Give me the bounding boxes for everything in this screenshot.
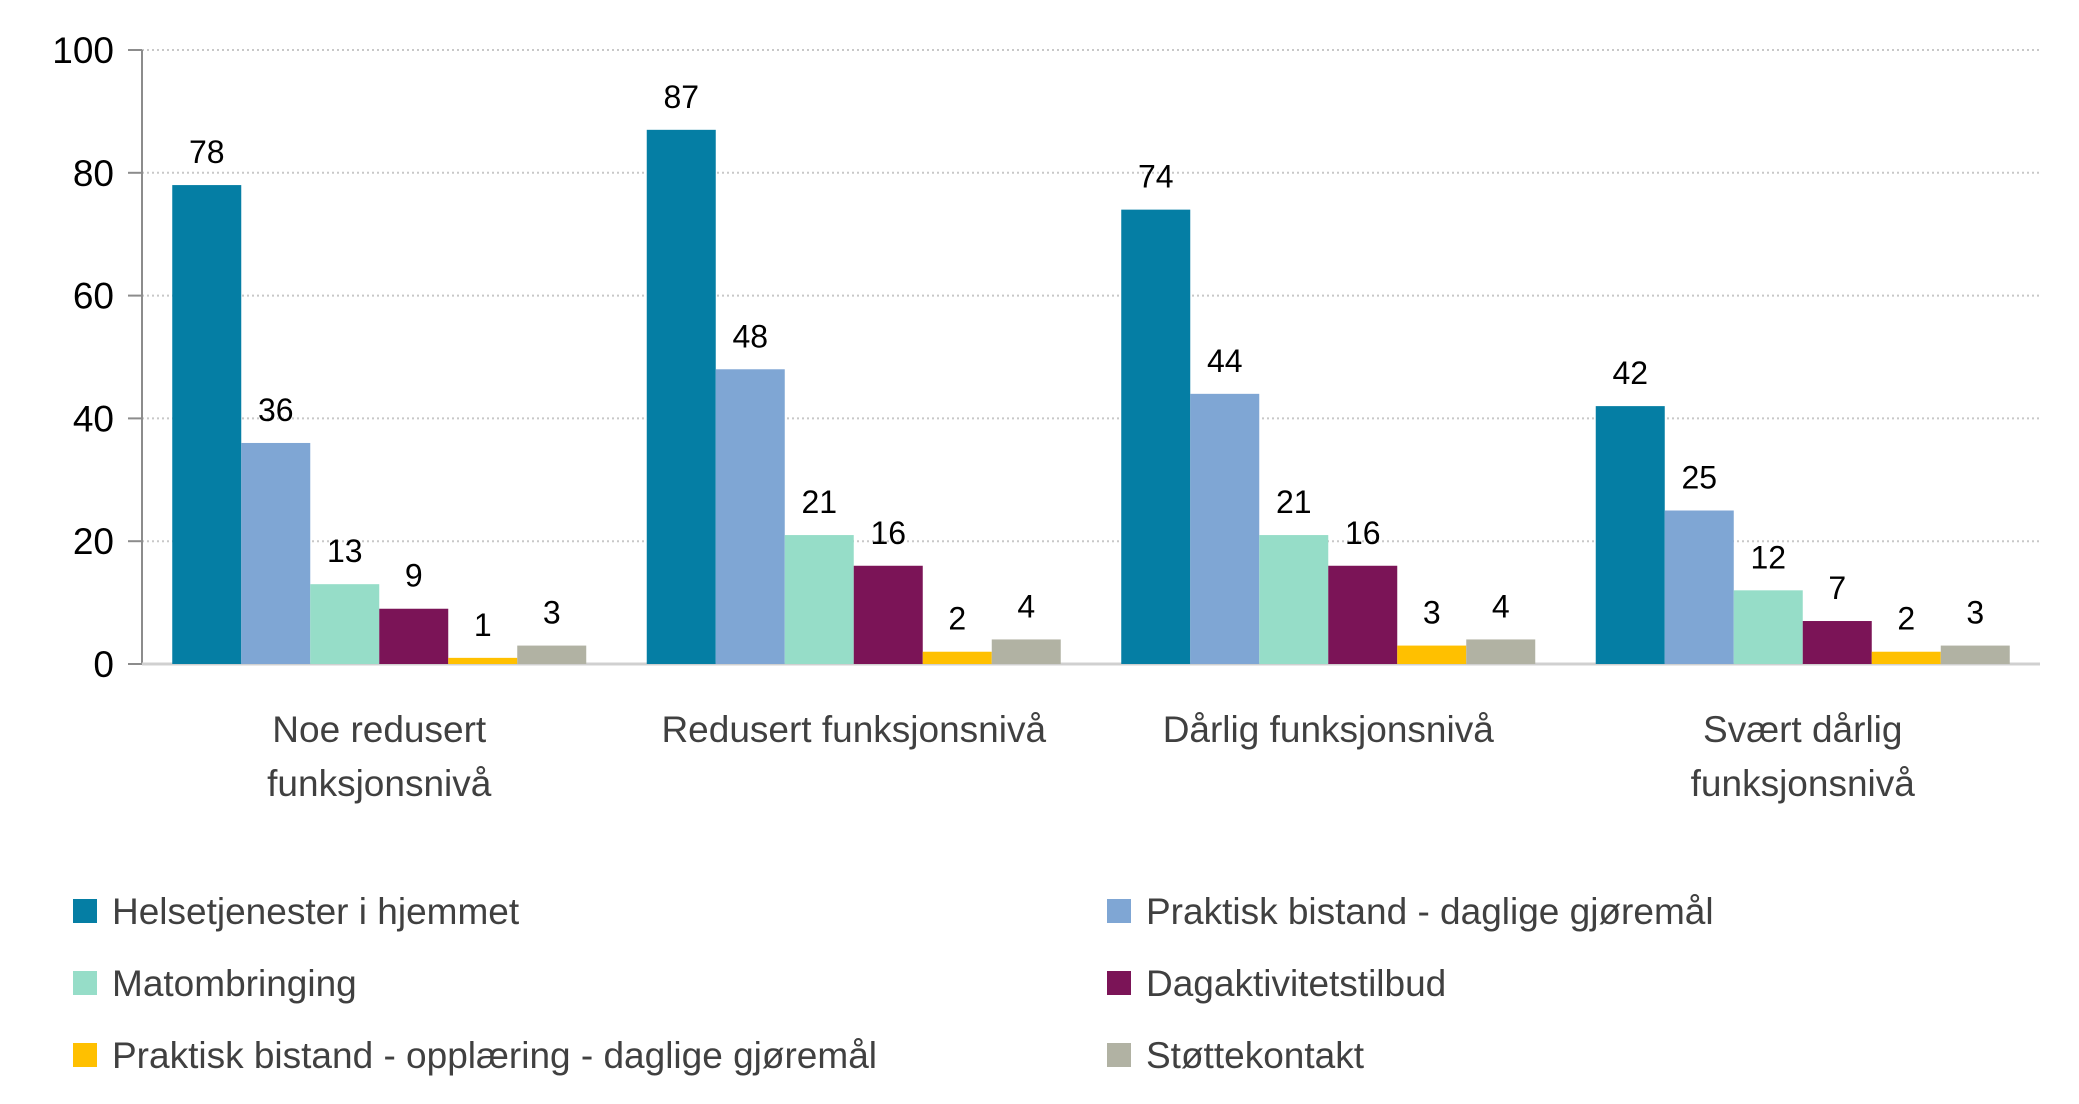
bar [310,584,380,664]
data-label: 44 [1207,343,1243,379]
data-label: 2 [1897,601,1915,637]
data-label: 36 [258,392,294,428]
bar [1664,510,1734,664]
data-label: 12 [1750,539,1786,575]
bar [646,129,716,664]
legend-label: Praktisk bistand - opplæring - daglige g… [112,1035,877,1076]
legend-swatch [73,971,97,995]
legend-label: Praktisk bistand - daglige gjøremål [1146,891,1714,932]
y-tick-label: 40 [73,398,114,439]
data-label: 3 [1966,595,1984,631]
bar [241,442,311,664]
data-label: 87 [663,79,699,115]
data-label: 3 [543,595,561,631]
data-label: 4 [1017,588,1035,624]
legend-label: Helsetjenester i hjemmet [112,891,520,932]
data-label: 7 [1828,570,1846,606]
y-tick-label: 100 [52,30,114,71]
data-label: 2 [948,601,966,637]
data-label: 4 [1492,588,1510,624]
data-label: 9 [405,558,423,594]
data-label: 1 [474,607,492,643]
data-label: 48 [732,318,768,354]
y-tick-label: 20 [73,521,114,562]
legend-swatch [1107,971,1131,995]
data-label: 21 [801,484,837,520]
data-label: 21 [1276,484,1312,520]
legend-swatch [73,899,97,923]
bar [1190,393,1260,664]
legend-label: Støttekontakt [1146,1035,1365,1076]
category-label: Redusert funksjonsnivå [661,709,1046,750]
category-label: Noe redusert [272,709,487,750]
data-label: 13 [327,533,363,569]
bar [1121,209,1191,664]
legend-label: Matombringing [112,963,357,1004]
data-label: 78 [189,134,225,170]
bar [1466,639,1536,664]
y-tick-label: 0 [93,644,114,685]
bar [517,645,587,664]
y-tick-label: 60 [73,276,114,317]
data-label: 16 [1345,515,1381,551]
legend-swatch [1107,1043,1131,1067]
data-label: 16 [870,515,906,551]
bar [379,608,449,664]
bar [172,185,242,664]
bar [1733,590,1803,664]
bar [1802,621,1872,664]
data-label: 25 [1681,460,1717,496]
category-label: Dårlig funksjonsnivå [1163,709,1495,750]
bar [1259,535,1329,664]
bar [1397,645,1467,664]
bar [784,535,854,664]
bar [991,639,1061,664]
y-tick-label: 80 [73,153,114,194]
legend-label: Dagaktivitetstilbud [1146,963,1446,1004]
bar [1940,645,2010,664]
legend-swatch [1107,899,1131,923]
bar [853,565,923,664]
bar [922,651,992,664]
legend-swatch [73,1043,97,1067]
bar [715,369,785,664]
bar [1595,406,1665,664]
bar [448,657,518,664]
bar [1328,565,1398,664]
category-label: funksjonsnivå [1691,763,1916,804]
category-label: funksjonsnivå [267,763,492,804]
data-label: 3 [1423,595,1441,631]
data-label: 42 [1612,355,1648,391]
category-label: Svært dårlig [1703,709,1902,750]
bar [1871,651,1941,664]
data-label: 74 [1138,159,1174,195]
